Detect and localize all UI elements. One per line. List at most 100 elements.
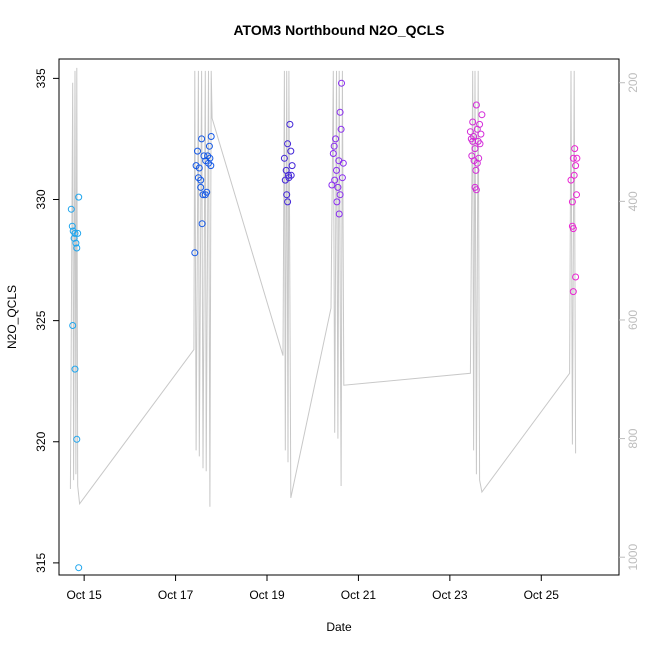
data-point-s2-10 <box>288 162 296 170</box>
data-point-s1-2 <box>194 147 201 155</box>
data-point-s4-19 <box>473 159 481 167</box>
data-point-s2-0 <box>280 154 288 162</box>
x-tick-label-1: Oct 17 <box>158 588 194 602</box>
data-point-s0-3 <box>70 234 78 242</box>
data-point-s1-6 <box>198 135 206 143</box>
data-point-s1-16 <box>207 162 215 170</box>
data-point-s4-6 <box>471 145 479 153</box>
x-tick-label-2: Oct 19 <box>249 588 285 602</box>
data-point-s0-0 <box>67 205 75 213</box>
data-point-s3-13 <box>338 174 346 182</box>
data-point-s4-7 <box>472 166 480 174</box>
pressure-line <box>69 67 577 507</box>
data-point-s1-17 <box>207 133 215 140</box>
right-tick-label-2: 600 <box>626 310 640 330</box>
data-point-s0-1 <box>68 222 76 230</box>
data-point-s0-7 <box>74 229 82 237</box>
y-tick-label-1: 320 <box>34 431 48 451</box>
data-point-s3-11 <box>337 125 345 133</box>
data-point-s5-4 <box>571 145 579 153</box>
data-point-s4-3 <box>469 118 477 126</box>
data-point-s2-3 <box>283 191 291 199</box>
data-point-s5-2 <box>569 154 577 162</box>
data-point-s1-4 <box>195 164 203 172</box>
data-point-s1-12 <box>204 152 212 160</box>
data-point-s2-5 <box>285 171 292 179</box>
data-point-s5-10 <box>572 273 580 281</box>
data-point-s1-0 <box>191 249 199 257</box>
data-point-s5-7 <box>573 154 581 162</box>
data-point-s4-8 <box>472 101 480 109</box>
y-axis-right: 200 400 600 800 1000 <box>619 72 640 571</box>
data-point-s0-4 <box>71 229 79 237</box>
y-axis-label: N2O_QCLS <box>5 285 19 349</box>
x-axis-label: Date <box>326 620 352 634</box>
data-point-s5-9 <box>569 225 577 233</box>
data-point-s0-5 <box>72 239 80 247</box>
data-point-s0-9 <box>69 322 77 329</box>
x-tick-label-0: Oct 15 <box>66 588 102 602</box>
data-point-s4-14 <box>477 130 485 138</box>
data-point-s5-1 <box>568 198 576 206</box>
data-point-s0-10 <box>71 365 79 373</box>
data-point-s3-3 <box>331 176 339 184</box>
pressure-line-layer <box>69 67 577 507</box>
data-point-s1-13 <box>205 159 212 167</box>
x-axis: Oct 15 Oct 17 Oct 19 Oct 21 Oct 23 Oct 25 <box>66 575 559 602</box>
data-point-s4-0 <box>466 128 474 136</box>
data-point-s4-17 <box>472 186 480 194</box>
y-axis: 315 320 325 330 335 <box>34 68 59 573</box>
data-point-s1-8 <box>200 152 208 160</box>
data-point-s3-9 <box>335 210 343 218</box>
data-point-s4-12 <box>476 120 484 128</box>
data-point-s1-5 <box>197 183 205 191</box>
data-point-s4-13 <box>476 140 484 148</box>
data-point-s4-15 <box>478 111 486 119</box>
data-point-s0-11 <box>73 435 81 443</box>
data-point-s3-5 <box>333 166 340 174</box>
chart-title: ATOM3 Northbound N2O_QCLS <box>233 22 444 38</box>
data-point-s2-8 <box>287 147 295 155</box>
data-point-s2-6 <box>285 174 293 182</box>
data-point-s4-11 <box>475 154 483 162</box>
right-tick-label-4: 1000 <box>626 544 640 571</box>
data-point-s5-3 <box>570 171 578 179</box>
data-point-s2-7 <box>286 120 294 128</box>
y-tick-label-3: 330 <box>34 189 48 209</box>
data-point-s1-3 <box>194 174 202 182</box>
x-tick-label-4: Oct 23 <box>432 588 468 602</box>
data-point-s1-14 <box>205 142 213 150</box>
data-point-s5-11 <box>569 288 577 296</box>
data-point-s3-6 <box>333 198 341 206</box>
data-point-s0-8 <box>75 193 83 201</box>
data-point-s2-1 <box>281 176 289 184</box>
data-point-s1-18 <box>198 220 206 228</box>
y-tick-label-0: 315 <box>34 553 48 573</box>
data-point-s3-10 <box>336 108 344 116</box>
data-point-s3-15 <box>336 191 344 199</box>
x-tick-label-5: Oct 25 <box>524 588 560 602</box>
data-point-s3-14 <box>339 159 347 167</box>
data-point-s4-4 <box>470 133 478 140</box>
data-point-s5-0 <box>567 176 575 184</box>
data-point-s3-1 <box>329 150 337 157</box>
data-point-s3-4 <box>332 135 340 143</box>
data-point-s3-12 <box>338 79 345 87</box>
y-tick-label-4: 335 <box>34 68 48 88</box>
data-point-s5-6 <box>573 191 580 199</box>
points-layer <box>67 79 581 572</box>
right-tick-label-1: 400 <box>626 191 640 211</box>
plot-frame <box>58 58 620 576</box>
data-point-s1-15 <box>206 154 214 162</box>
data-point-s3-2 <box>330 142 338 150</box>
data-point-s3-7 <box>334 183 342 191</box>
data-point-s2-9 <box>287 171 295 179</box>
x-tick-label-3: Oct 21 <box>341 588 377 602</box>
data-point-s4-18 <box>469 137 477 145</box>
data-point-s2-11 <box>284 198 292 206</box>
data-point-s2-4 <box>284 140 292 148</box>
data-point-s0-6 <box>73 244 81 252</box>
right-tick-label-3: 800 <box>626 428 640 448</box>
y-tick-label-2: 325 <box>34 310 48 330</box>
